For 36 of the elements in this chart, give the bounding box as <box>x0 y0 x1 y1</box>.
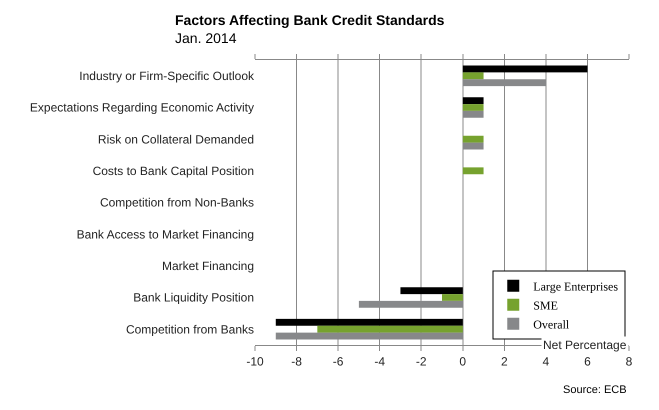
legend-label: Large Enterprises <box>533 279 618 294</box>
bar <box>442 294 463 301</box>
x-tick-label: -6 <box>332 354 344 368</box>
y-tick-label: Bank Access to Market Financing <box>76 227 254 242</box>
chart-title: Factors Affecting Bank Credit Standards <box>175 12 445 28</box>
x-axis-title: Net Percentage <box>543 338 627 352</box>
y-tick-label: Industry or Firm-Specific Outlook <box>79 69 255 84</box>
bar <box>462 104 484 111</box>
x-tick-label: 4 <box>542 354 550 368</box>
x-tick-label: -2 <box>416 354 427 368</box>
source-note: Source: ECB <box>563 384 627 396</box>
bar <box>462 97 484 104</box>
y-tick-label: Bank Liquidity Position <box>133 290 254 305</box>
bar <box>462 167 484 174</box>
y-tick-label: Expectations Regarding Economic Activity <box>30 100 254 115</box>
bar <box>462 136 484 143</box>
x-tick-label: -8 <box>291 354 302 368</box>
x-tick-label: 8 <box>626 354 633 368</box>
x-tick-label: 2 <box>500 354 508 368</box>
bar <box>276 318 463 326</box>
chart-subtitle: Jan. 2014 <box>175 30 237 46</box>
legend-label: Overall <box>533 317 570 332</box>
x-tick-label: -4 <box>374 354 386 368</box>
x-tick-label: 6 <box>584 354 592 368</box>
legend-label: SME <box>533 298 558 312</box>
y-tick-label: Market Financing <box>162 259 254 274</box>
x-tick-label: -10 <box>246 354 264 368</box>
y-tick-label: Costs to Bank Capital Position <box>92 164 254 178</box>
bar <box>317 326 463 333</box>
bar <box>400 287 463 294</box>
y-tick-label: Competition from Banks <box>126 322 254 336</box>
bar <box>462 72 484 80</box>
y-tick-label: Risk on Collateral Demanded <box>98 132 254 146</box>
y-tick-label: Competition from Non-Banks <box>100 196 254 210</box>
bar <box>462 66 588 72</box>
x-tick-label: 0 <box>459 354 466 368</box>
